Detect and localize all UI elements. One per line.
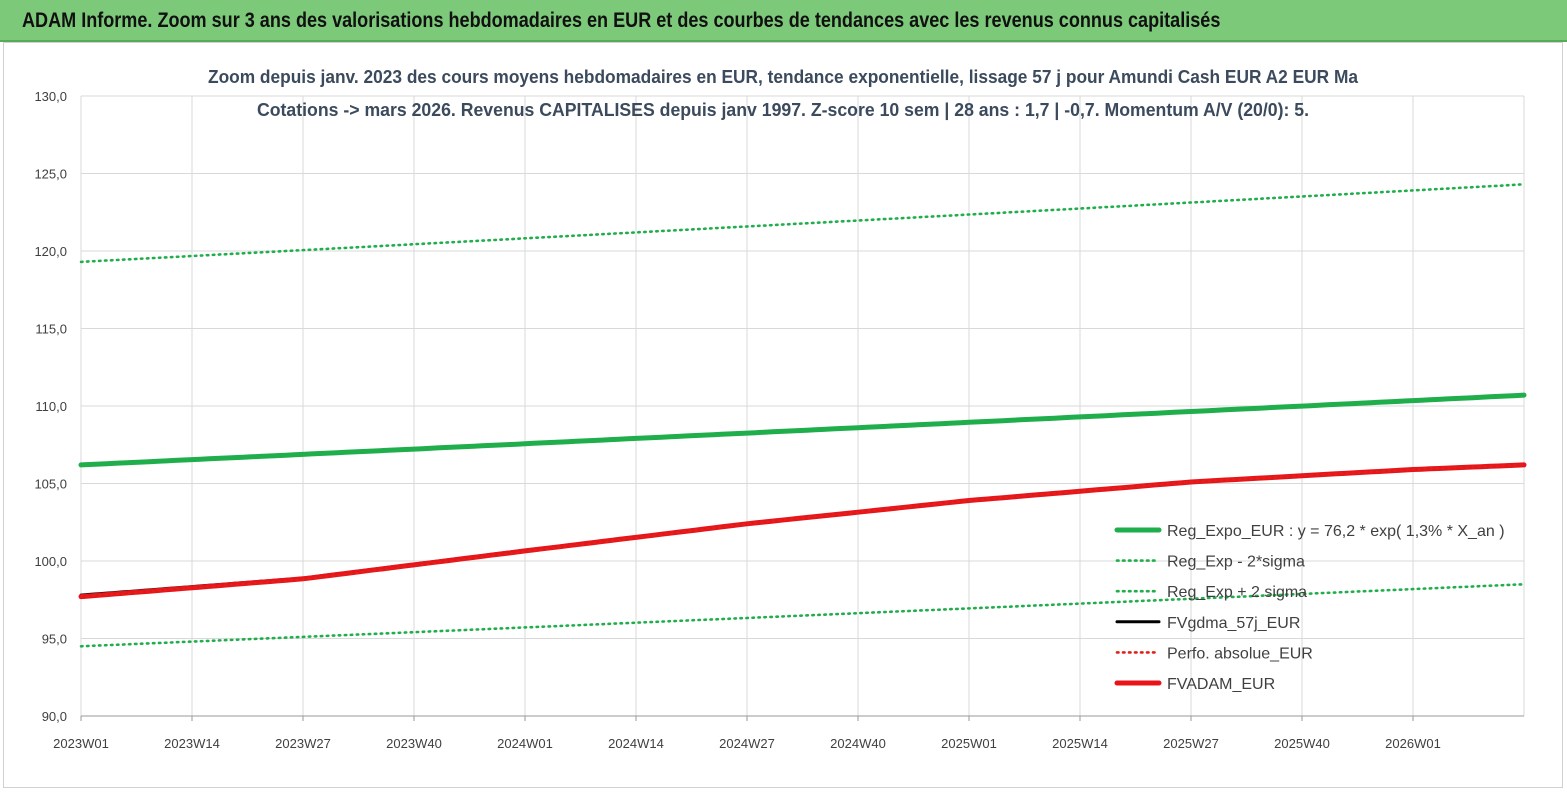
series-layer <box>78 183 1527 648</box>
y-tick-label: 90,0 <box>42 709 67 724</box>
x-tick-label: 2026W01 <box>1385 736 1441 751</box>
legend-label-5: FVADAM_EUR <box>1167 676 1275 693</box>
x-axis: 2023W01 2023W14 2023W27 2023W40 2024W01 2024W… <box>53 715 1524 751</box>
y-tick-label: 125,0 <box>34 167 67 182</box>
x-tick-label: 2024W01 <box>497 736 553 751</box>
x-tick-label: 2023W27 <box>275 736 331 751</box>
grid <box>80 95 1525 717</box>
x-tick-label: 2024W14 <box>608 736 664 751</box>
series-line-1 <box>79 583 1526 648</box>
x-tick-label: 2025W14 <box>1052 736 1108 751</box>
series-line-2 <box>79 183 1526 264</box>
y-tick-label: 105,0 <box>34 477 67 492</box>
chart-svg: Zoom depuis janv. 2023 des cours moyens … <box>34 67 1527 751</box>
legend-label-1: Reg_Exp - 2*sigma <box>1167 554 1305 571</box>
y-axis: 90,0 95,0 100,0 105,0 110,0 115,0 120,0 125,0 13… <box>34 89 67 724</box>
series-line-4 <box>79 463 1526 598</box>
y-tick-label: 95,0 <box>42 632 67 647</box>
chart-area: Zoom depuis janv. 2023 des cours moyens … <box>3 42 1563 788</box>
y-tick-label: 120,0 <box>34 244 67 259</box>
x-tick-label: 2024W27 <box>719 736 775 751</box>
x-tick-label: 2023W01 <box>53 736 109 751</box>
x-tick-label: 2025W01 <box>941 736 997 751</box>
legend: Reg_Expo_EUR : y = 76,2 * exp( 1,3% * X_… <box>1114 523 1505 693</box>
y-tick-label: 110,0 <box>35 399 67 414</box>
report-banner: ADAM Informe. Zoom sur 3 ans des valoris… <box>0 0 1567 42</box>
legend-label-0: Reg_Expo_EUR : y = 76,2 * exp( 1,3% * X_… <box>1167 523 1505 540</box>
y-tick-label: 100,0 <box>34 554 67 569</box>
x-tick-label: 2025W27 <box>1163 736 1219 751</box>
x-tick-label: 2023W14 <box>164 736 220 751</box>
legend-label-4: Perfo. absolue_EUR <box>1167 645 1313 662</box>
legend-label-3: FVgdma_57j_EUR <box>1167 615 1300 632</box>
legend-label-2: Reg_Exp + 2 sigma <box>1167 584 1307 601</box>
x-tick-label: 2023W40 <box>386 736 442 751</box>
series-line-0 <box>78 392 1527 468</box>
y-tick-label: 130,0 <box>34 89 67 104</box>
x-tick-label: 2024W40 <box>830 736 886 751</box>
x-tick-label: 2025W40 <box>1274 736 1330 751</box>
chart-title-line1: Zoom depuis janv. 2023 des cours moyens … <box>208 67 1359 87</box>
chart-title-line2: Cotations -> mars 2026. Revenus CAPITALI… <box>257 100 1309 120</box>
y-tick-label: 115,0 <box>35 322 67 337</box>
report-title: ADAM Informe. Zoom sur 3 ans des valoris… <box>22 9 1221 32</box>
